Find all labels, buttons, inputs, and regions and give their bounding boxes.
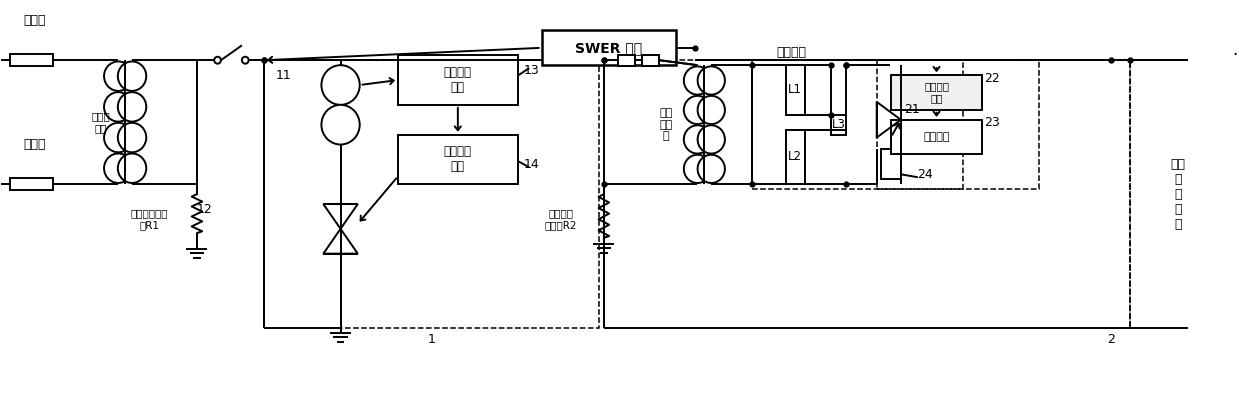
Text: 熔断器: 熔断器 <box>24 14 46 27</box>
Circle shape <box>321 105 359 145</box>
Circle shape <box>118 61 146 91</box>
Circle shape <box>684 125 711 153</box>
Text: SWER 线路: SWER 线路 <box>575 41 642 55</box>
Text: 13: 13 <box>524 64 540 76</box>
Text: 负荷
变压
器: 负荷 变压 器 <box>659 108 673 141</box>
Text: 21: 21 <box>904 103 921 116</box>
Circle shape <box>698 96 725 124</box>
Text: L3: L3 <box>831 118 845 131</box>
Circle shape <box>684 66 711 94</box>
Circle shape <box>104 153 133 183</box>
Bar <box>786 65 805 115</box>
Text: 计算控制
模块: 计算控制 模块 <box>444 145 472 173</box>
Bar <box>618 55 636 66</box>
Bar <box>877 60 1040 189</box>
Text: 2: 2 <box>1108 334 1115 347</box>
Text: 14: 14 <box>524 158 540 171</box>
Circle shape <box>104 61 133 91</box>
Circle shape <box>242 57 249 64</box>
Text: 其他
负
荷
支
路: 其他 负 荷 支 路 <box>1171 158 1186 231</box>
Bar <box>541 31 675 65</box>
Circle shape <box>698 125 725 153</box>
Bar <box>786 130 805 184</box>
Text: 23: 23 <box>984 116 1000 129</box>
Text: ···: ··· <box>1233 46 1239 64</box>
Bar <box>10 178 53 190</box>
Text: 22: 22 <box>984 71 1000 84</box>
Bar <box>264 60 598 328</box>
Bar <box>1130 60 1227 328</box>
Bar <box>891 75 983 110</box>
Text: 11: 11 <box>275 69 291 82</box>
Text: 负荷支路: 负荷支路 <box>776 46 807 59</box>
Bar <box>10 54 53 66</box>
Circle shape <box>118 123 146 152</box>
Text: 电压采集
装置: 电压采集 装置 <box>924 82 949 103</box>
Bar <box>752 60 963 189</box>
Text: 隔离变
压器: 隔离变 压器 <box>92 112 110 133</box>
Bar <box>603 60 1130 328</box>
Bar <box>642 55 659 66</box>
Bar <box>881 150 901 179</box>
Text: 变压器接
地电阻R2: 变压器接 地电阻R2 <box>544 208 577 230</box>
Circle shape <box>698 66 725 94</box>
Circle shape <box>684 155 711 183</box>
Circle shape <box>118 92 146 122</box>
Circle shape <box>104 123 133 152</box>
Text: 变压器接地电
阻R1: 变压器接地电 阻R1 <box>130 208 167 230</box>
Bar <box>398 55 518 105</box>
Circle shape <box>104 92 133 122</box>
Text: 1: 1 <box>427 334 435 347</box>
Text: L2: L2 <box>788 150 803 163</box>
Text: 24: 24 <box>917 168 933 181</box>
Bar <box>398 135 518 184</box>
Bar <box>891 120 983 154</box>
Text: 熔断器: 熔断器 <box>24 138 46 151</box>
Circle shape <box>321 65 359 105</box>
Circle shape <box>214 57 221 64</box>
Circle shape <box>684 96 711 124</box>
Circle shape <box>118 153 146 183</box>
Circle shape <box>698 155 725 183</box>
Text: 控制模块: 控制模块 <box>923 132 950 142</box>
Text: 电流采集
装置: 电流采集 装置 <box>444 66 472 94</box>
Bar <box>830 115 846 135</box>
Text: 12: 12 <box>197 202 213 216</box>
Text: L1: L1 <box>788 84 803 97</box>
